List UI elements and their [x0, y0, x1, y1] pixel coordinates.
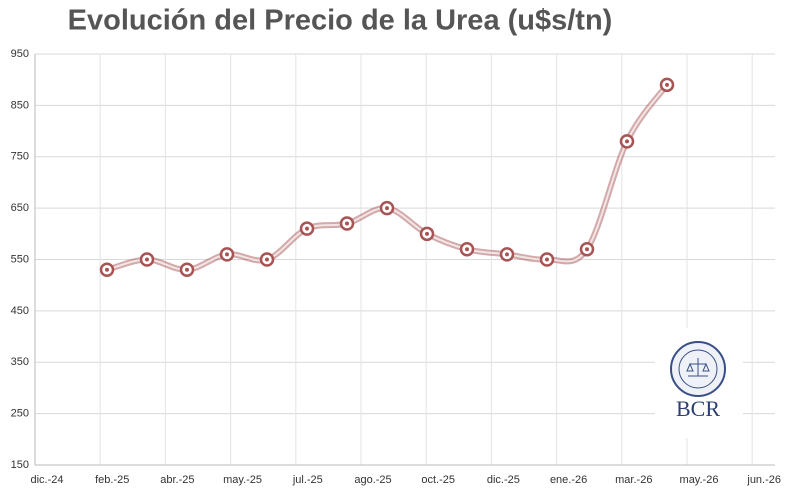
y-tick-label: 750: [11, 151, 29, 163]
point-dot: [585, 247, 589, 252]
y-tick-label: 350: [11, 356, 29, 368]
x-tick-label: feb.-25: [95, 474, 129, 486]
point-dot: [305, 226, 309, 231]
logo-text: BCR: [676, 396, 720, 421]
point-dot: [425, 231, 429, 236]
series-line-halo: [106, 83, 670, 273]
y-tick-label: 850: [11, 99, 29, 111]
x-tick-label: dic.-24: [30, 474, 63, 486]
x-tick-label: ene.-26: [550, 474, 587, 486]
y-tick-label: 550: [11, 253, 29, 265]
x-tick-label: abr.-25: [160, 474, 194, 486]
series-line: [106, 84, 668, 271]
point-dot: [185, 267, 189, 272]
chart-title: Evolución del Precio de la Urea (u$s/tn): [68, 5, 613, 37]
x-tick-label: oct.-25: [421, 474, 455, 486]
x-tick-label: jul.-25: [292, 474, 323, 486]
point-dot: [345, 221, 349, 226]
point-dot: [545, 257, 549, 262]
y-tick-label: 650: [11, 202, 29, 214]
y-tick-label: 450: [11, 305, 29, 317]
point-dot: [225, 252, 229, 257]
y-tick-label: 950: [11, 48, 29, 60]
logo-seal-inner: [678, 349, 718, 389]
point-dot: [145, 257, 149, 262]
point-dot: [505, 252, 509, 257]
point-dot: [385, 206, 389, 211]
x-tick-label: may.-25: [223, 474, 262, 486]
y-tick-label: 150: [11, 459, 29, 471]
x-tick-label: mar.-26: [615, 474, 652, 486]
point-dot: [625, 139, 629, 144]
x-tick-label: ago.-25: [354, 474, 391, 486]
point-dot: [105, 267, 109, 272]
point-dot: [665, 82, 669, 87]
x-tick-label: jun.-26: [746, 474, 781, 486]
point-dot: [265, 257, 269, 262]
point-dot: [465, 247, 469, 252]
logo-scale: [686, 358, 710, 377]
logo: BCR: [655, 328, 743, 438]
y-tick-label: 250: [11, 408, 29, 420]
x-tick-label: dic.-25: [487, 474, 520, 486]
x-tick-label: may.-26: [680, 474, 719, 486]
